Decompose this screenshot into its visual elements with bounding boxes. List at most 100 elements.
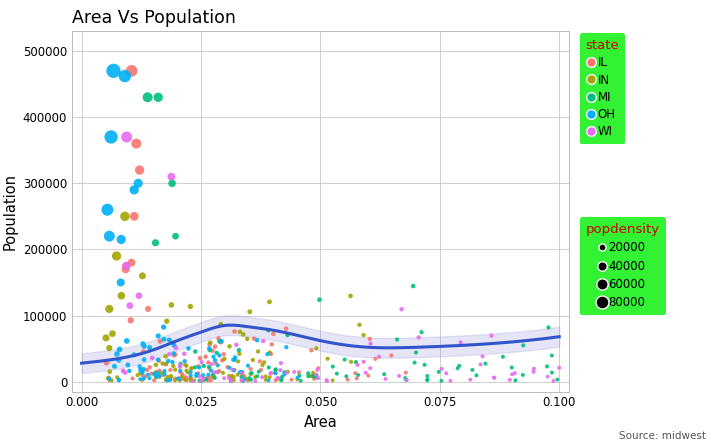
Point [400,369,412,376]
Point [214,352,225,359]
Point [244,375,256,382]
Point [168,352,180,359]
Point [546,369,558,376]
Point [150,374,161,381]
Point [379,376,391,383]
Point [360,369,372,376]
Point [517,372,528,379]
Point [118,368,130,375]
Point [163,351,175,358]
Point [236,377,248,384]
Point [369,355,381,362]
Point [191,370,202,377]
Point [157,360,168,367]
Point [200,353,212,360]
Point [205,367,217,374]
Point [222,364,233,371]
Point [163,357,174,364]
Point [137,272,148,279]
Point [212,362,223,369]
Point [260,376,271,384]
Point [413,334,424,341]
Point [179,376,191,383]
Point [205,377,217,384]
Point [160,361,171,368]
Point [198,362,210,369]
Point [339,356,351,363]
Point [117,367,129,374]
Point [247,356,258,364]
Point [181,376,192,384]
Point [258,337,269,344]
Point [292,374,303,381]
Point [248,335,260,342]
Point [358,358,369,365]
Point [198,377,210,384]
Point [454,362,465,369]
Point [132,180,144,187]
Point [128,213,140,220]
Point [477,353,488,360]
Point [203,375,215,382]
Point [225,377,237,384]
Point [169,375,181,382]
Point [209,373,220,380]
Point [244,308,256,315]
Point [105,134,117,141]
Point [276,377,287,384]
Point [164,376,176,383]
Point [108,67,120,74]
Point [145,370,157,377]
Point [121,337,132,344]
Point [138,356,150,363]
Point [137,367,148,374]
Point [364,335,376,342]
Point [552,376,563,383]
Point [195,377,207,384]
Point [184,303,196,310]
Point [146,354,158,361]
Point [421,372,433,380]
Point [256,366,267,373]
Point [292,376,303,383]
Point [351,375,362,382]
Point [302,372,314,380]
Point [362,372,374,379]
Point [400,374,411,381]
Point [441,370,452,377]
X-axis label: Area: Area [304,415,337,430]
Point [191,371,202,378]
Point [128,186,140,194]
Point [196,359,207,366]
Point [177,372,189,379]
Point [307,369,319,376]
Point [391,336,402,343]
Point [276,373,288,380]
Point [212,335,224,342]
Point [158,371,170,378]
Point [150,369,161,376]
Point [266,341,277,348]
Point [207,370,219,377]
Point [219,355,230,362]
Point [137,369,148,376]
Point [229,328,240,335]
Point [227,366,238,373]
Point [265,370,276,377]
Point [185,368,197,376]
Point [331,370,343,377]
Point [546,352,557,359]
Point [234,328,246,336]
Point [192,363,204,370]
Point [163,376,174,383]
Point [200,376,212,383]
Point [282,368,294,375]
Point [467,366,478,373]
Point [166,173,177,180]
Point [250,377,261,384]
Point [238,372,250,380]
Point [207,347,218,354]
Point [170,233,181,240]
Point [246,369,257,376]
Point [307,373,319,380]
